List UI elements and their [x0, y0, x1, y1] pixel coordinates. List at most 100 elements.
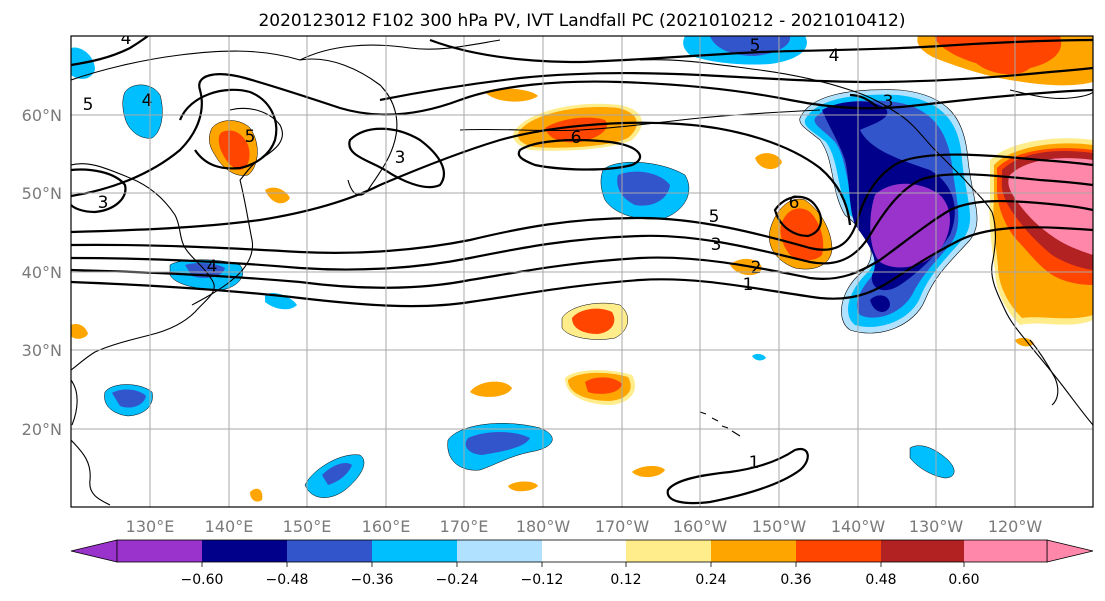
anomaly-pos-sub-2c [585, 377, 622, 394]
map-layers: 4 5 4 3 5 6 5 4 3 3 4 5 3 2 1 6 1 [71, 29, 1093, 507]
lat-label: 40°N [22, 263, 62, 282]
lon-label: 180°W [516, 517, 571, 536]
colorbar-extend-right [1046, 539, 1094, 563]
coast-japan [191, 179, 254, 306]
lon-label: 140°E [205, 517, 254, 536]
contour-nw-loop [71, 168, 127, 214]
lon-label: 130°E [126, 517, 175, 536]
anomaly-neg-siberia [122, 84, 163, 139]
coast-asia-east [71, 163, 215, 371]
gridlines [71, 36, 1093, 507]
coast-asia-south [71, 379, 111, 506]
anomaly-neg-central-2 [617, 171, 670, 206]
colorbar-tick-label: 0.12 [610, 572, 641, 588]
anomaly-pos-small-a [730, 258, 762, 276]
colorbar: −0.60 −0.48 −0.36 −0.24 −0.12 0.12 0.24 … [70, 539, 1094, 588]
anomaly-neg-small-1 [870, 295, 890, 312]
coast-okhotsk [229, 107, 283, 181]
lat-label: 60°N [22, 106, 62, 125]
anomaly-neg-sub-a2 [465, 432, 530, 455]
anomaly-pos-sub-1b [572, 308, 615, 334]
contour-label: 4 [121, 29, 132, 49]
lon-label: 160°W [673, 517, 728, 536]
lat-label: 30°N [22, 341, 62, 360]
contour-okhotsk-loop [348, 127, 446, 189]
contour-alaska-inner [849, 93, 879, 109]
lat-label: 50°N [22, 184, 62, 203]
pv-contours [71, 36, 1093, 505]
contour-label: 6 [571, 128, 582, 148]
coast-west-na [991, 211, 1093, 426]
contour-label: 3 [711, 235, 722, 255]
contour-3 [71, 173, 1093, 271]
contour-northwest-edge [71, 36, 149, 67]
colorbar-segment [202, 540, 287, 562]
lat-axis-labels: 60°N 50°N 40°N 30°N 20°N [22, 106, 62, 439]
colorbar-segment [287, 540, 372, 562]
anomaly-pos-small-d [265, 187, 290, 204]
colorbar-segment [372, 540, 457, 562]
anomaly-pos-sub-4 [632, 466, 665, 478]
contour-subtrop-1 [666, 447, 809, 505]
lon-label: 150°W [752, 517, 807, 536]
contour-5 [71, 121, 852, 234]
anomaly-pos-small-b [755, 153, 782, 170]
lon-label: 170°W [595, 517, 650, 536]
contour-label: 1 [749, 453, 760, 473]
contour-label: 4 [829, 46, 840, 66]
colorbar-tick-label: −0.48 [266, 572, 309, 588]
colorbar-tick-label: 0.36 [780, 572, 811, 588]
colorbar-segment [457, 540, 542, 562]
contour-west-loop [178, 88, 278, 170]
colorbar-segment [117, 540, 202, 562]
lon-label: 140°W [831, 517, 886, 536]
lon-label: 150°E [283, 517, 332, 536]
colorbar-ticks [201, 562, 965, 567]
anomaly-neg-sub-c [909, 445, 955, 479]
anomaly-pos-sub-6 [250, 488, 263, 502]
coast-hawaii [699, 411, 741, 437]
contour-label: 3 [883, 92, 894, 112]
lon-label: 120°W [988, 517, 1043, 536]
colorbar-tick-label: −0.60 [181, 572, 224, 588]
colorbar-frame [116, 539, 1048, 563]
contour-label: 6 [789, 193, 800, 213]
contour-150w-loop [773, 195, 822, 238]
contour-aleut-loop [517, 138, 642, 171]
colorbar-segment [964, 540, 1047, 562]
contour-4 [71, 153, 1093, 254]
coast-baja [1029, 339, 1059, 406]
colorbar-tick-label: 0.24 [695, 572, 726, 588]
colorbar-segment [796, 540, 881, 562]
lon-label: 160°E [362, 517, 411, 536]
anomaly-pos-sub-5 [508, 481, 538, 492]
contour-2 [71, 199, 1093, 289]
lat-label: 20°N [22, 420, 62, 439]
contour-north-2 [379, 66, 1093, 102]
map-title: 2020123012 F102 300 hPa PV, IVT Landfall… [258, 11, 905, 31]
anomaly-neg-sub-d [752, 353, 766, 361]
colorbar-segment [881, 540, 964, 562]
lon-label: 170°E [440, 517, 489, 536]
colorbar-tick-label: 0.60 [948, 572, 979, 588]
anomaly-pos-150w-2 [780, 208, 824, 261]
colorbar-tick-label: 0.48 [865, 572, 896, 588]
colorbar-tick-label: −0.12 [521, 572, 564, 588]
contour-label: 5 [83, 95, 94, 115]
colorbar-tick-label: −0.24 [436, 572, 479, 588]
contour-label: 5 [709, 207, 720, 227]
colorbar-segment [711, 540, 796, 562]
anomaly-neg-kuril [265, 293, 297, 310]
colorbar-segment [542, 540, 626, 562]
anomaly-pos-sub-8 [71, 324, 88, 339]
contour-1-south [71, 226, 1093, 308]
contour-label: 4 [142, 91, 153, 111]
coast-aleutians [459, 109, 821, 132]
colorbar-segment [626, 540, 711, 562]
contour-label: 3 [395, 148, 406, 168]
anomaly-pos-sub-3 [470, 381, 512, 397]
contour-north-3 [429, 38, 1093, 64]
anomaly-pos-okhotsk-2 [218, 130, 250, 170]
anomaly-neg-wpac-2 [112, 389, 146, 408]
